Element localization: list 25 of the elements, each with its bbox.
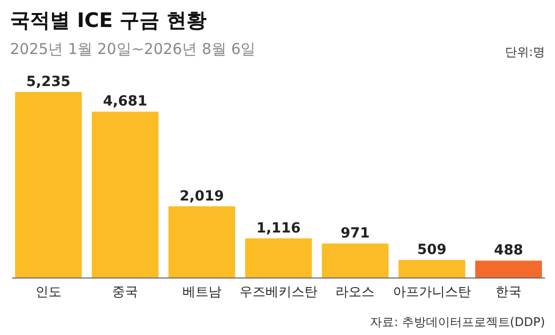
chart-title: 국적별 ICE 구금 현황 [10, 8, 207, 32]
x-tick-label: 우즈베키스탄 [240, 285, 318, 300]
x-tick-label: 중국 [112, 285, 138, 300]
bar [245, 238, 312, 278]
bar [475, 260, 542, 278]
data-label: 509 [417, 242, 446, 258]
data-label: 971 [340, 226, 370, 242]
text: 단위:명 [504, 45, 545, 59]
data-label: 5,235 [26, 74, 71, 90]
bar [92, 112, 158, 278]
data-label: 488 [494, 242, 524, 259]
text: 자료: 추방데이터프로젝트(DDP) [370, 315, 545, 329]
bar [15, 92, 82, 278]
x-tick-label: 라오스 [336, 285, 375, 300]
bar [398, 260, 466, 278]
x-tick-label: 한국 [496, 285, 522, 300]
x-tick-label: 인도 [35, 285, 62, 300]
bar [168, 206, 236, 278]
bar [322, 244, 389, 278]
x-tick-label: 아프가니스탄 [392, 285, 471, 300]
data-label: 4,681 [102, 94, 148, 110]
data-label: 1,116 [256, 220, 301, 236]
chart-subtitle: 2025년 1월 20일~2026년 8월 6일 [10, 40, 256, 58]
data-label: 2,019 [180, 188, 224, 204]
x-tick-label: 베트남 [182, 285, 222, 300]
